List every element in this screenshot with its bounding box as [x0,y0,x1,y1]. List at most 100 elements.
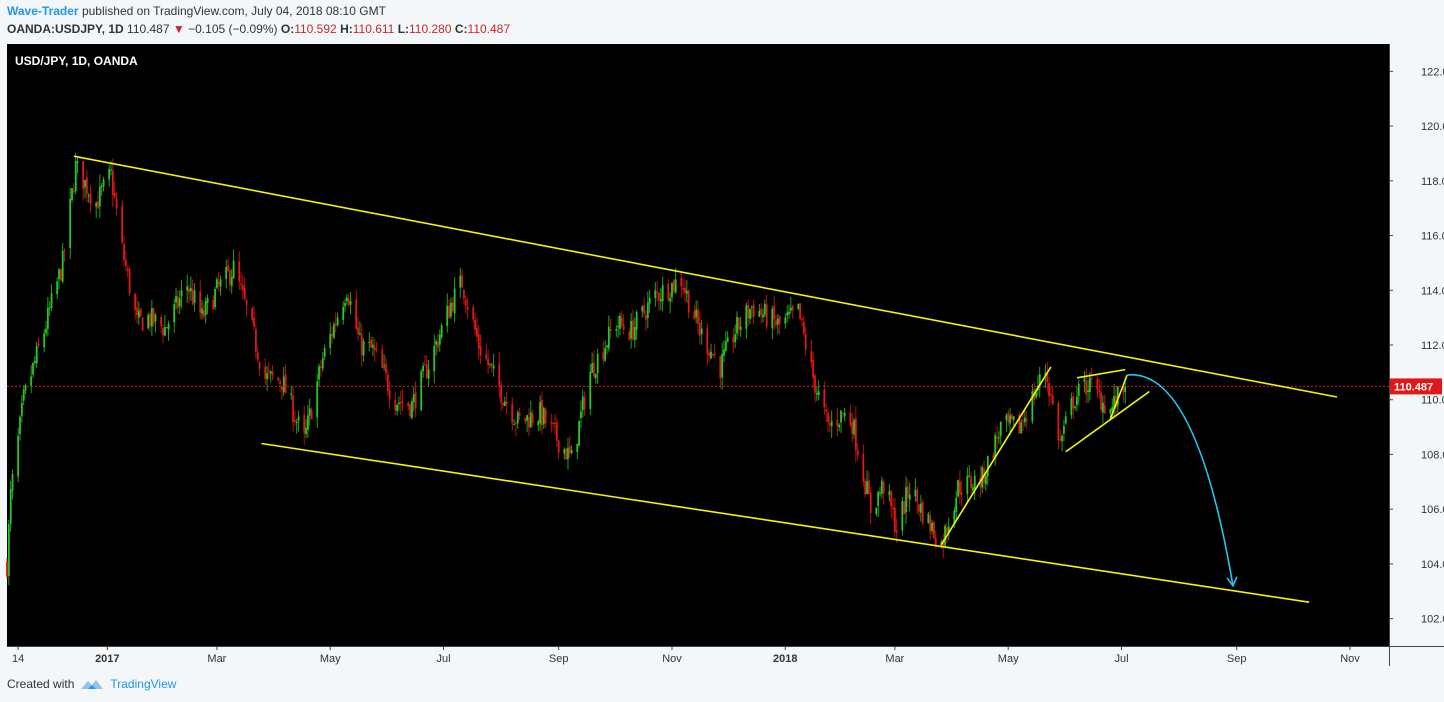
candle-body [550,422,553,424]
candle-body [110,169,112,171]
candle-body [396,404,398,412]
projection-arrow [1126,374,1234,586]
candle-body [596,354,599,374]
candle-body [388,390,391,399]
candle-body [617,326,620,328]
candle-body [726,337,729,342]
down-arrow-icon: ▼ [172,22,185,36]
candle-body [635,311,638,330]
change-text: −0.105 (−0.09%) [188,22,278,36]
candle-body [7,524,10,577]
candle-body [219,279,222,287]
candle-body [284,374,287,394]
candle-body [643,305,646,314]
candle-body [1012,416,1015,420]
candle-body [240,283,242,285]
trendline-wedge-bottom [1065,390,1150,453]
candle-body [955,497,958,512]
candle-body [215,279,218,288]
candle-body [485,354,488,359]
candle-body [1122,386,1125,392]
candle-body [814,375,816,393]
candle-body [916,489,919,502]
candle-body [888,491,891,495]
y-tick-label: 120.000 [1421,121,1444,133]
candle-body [294,420,296,422]
candle-body [593,362,595,377]
candle-body [1018,414,1021,434]
candle-body [929,515,932,532]
candle-body [71,188,73,200]
candle-body [762,314,764,318]
candle-body [50,293,53,309]
candle-body [719,356,722,378]
candle-body [271,371,274,376]
candle-body [176,296,179,308]
candle-body [277,377,280,381]
candle-body [113,193,116,197]
candle-body [394,399,397,410]
y-tick-label: 104.000 [1421,559,1444,571]
candle-body [1113,395,1115,410]
open-label: O: [280,22,295,36]
candle-body [698,322,701,336]
candle-body [604,348,607,361]
trendline-wedge-top [1076,368,1126,379]
candle-body [1057,402,1060,441]
projection-arrow-head [1226,576,1238,588]
candle-body [20,402,23,416]
candle-body [685,290,688,294]
candle-body [385,363,387,374]
candle-body [1072,396,1075,409]
candle-body [944,525,946,546]
candle-body [823,389,826,408]
candle-body [69,198,72,249]
candle-body [59,269,62,281]
candle-body [672,280,675,292]
x-tick-label: Nov [662,653,682,665]
candle-body [1103,405,1106,414]
candle-body [789,307,792,311]
candle-body [37,343,40,346]
y-tick-label: 116.000 [1421,231,1444,243]
candle-body [580,411,582,419]
candle-body [1005,415,1008,421]
candle-body [150,307,153,327]
publish-info: Wave-Trader published on TradingView.com… [7,4,386,18]
candle-body [188,288,190,293]
candle-body [669,298,672,302]
candle-body [892,507,894,510]
candle-body [474,320,476,330]
candle-body [945,527,948,533]
candle-body [141,317,144,331]
candle-body [502,402,504,405]
author-link[interactable]: Wave-Trader [7,4,79,18]
candle-body [63,250,66,252]
candle-body [539,401,542,424]
tradingview-logo-icon [81,680,104,689]
candle-body [56,281,59,294]
y-tick-label: 108.000 [1421,449,1444,461]
candle-body [958,481,961,495]
candle-body [849,413,852,425]
high-label: H: [340,22,353,36]
candle-body [641,306,644,312]
candle-body [968,475,971,477]
x-tick-label: Sep [549,653,569,665]
candle-body [295,421,298,423]
candle-body [178,298,181,307]
candle-body [1035,392,1037,398]
candle-body [1038,374,1041,388]
candle-body [1007,413,1010,423]
candle-body [524,417,527,422]
tradingview-link[interactable]: TradingView [110,677,177,691]
candle-body [682,288,685,291]
candle-body [750,306,753,308]
candle-body [516,412,519,424]
candle-body [927,513,930,524]
candle-body [695,309,698,318]
candle-body [11,474,14,491]
candle-body [591,363,594,373]
candle-body [856,450,859,456]
